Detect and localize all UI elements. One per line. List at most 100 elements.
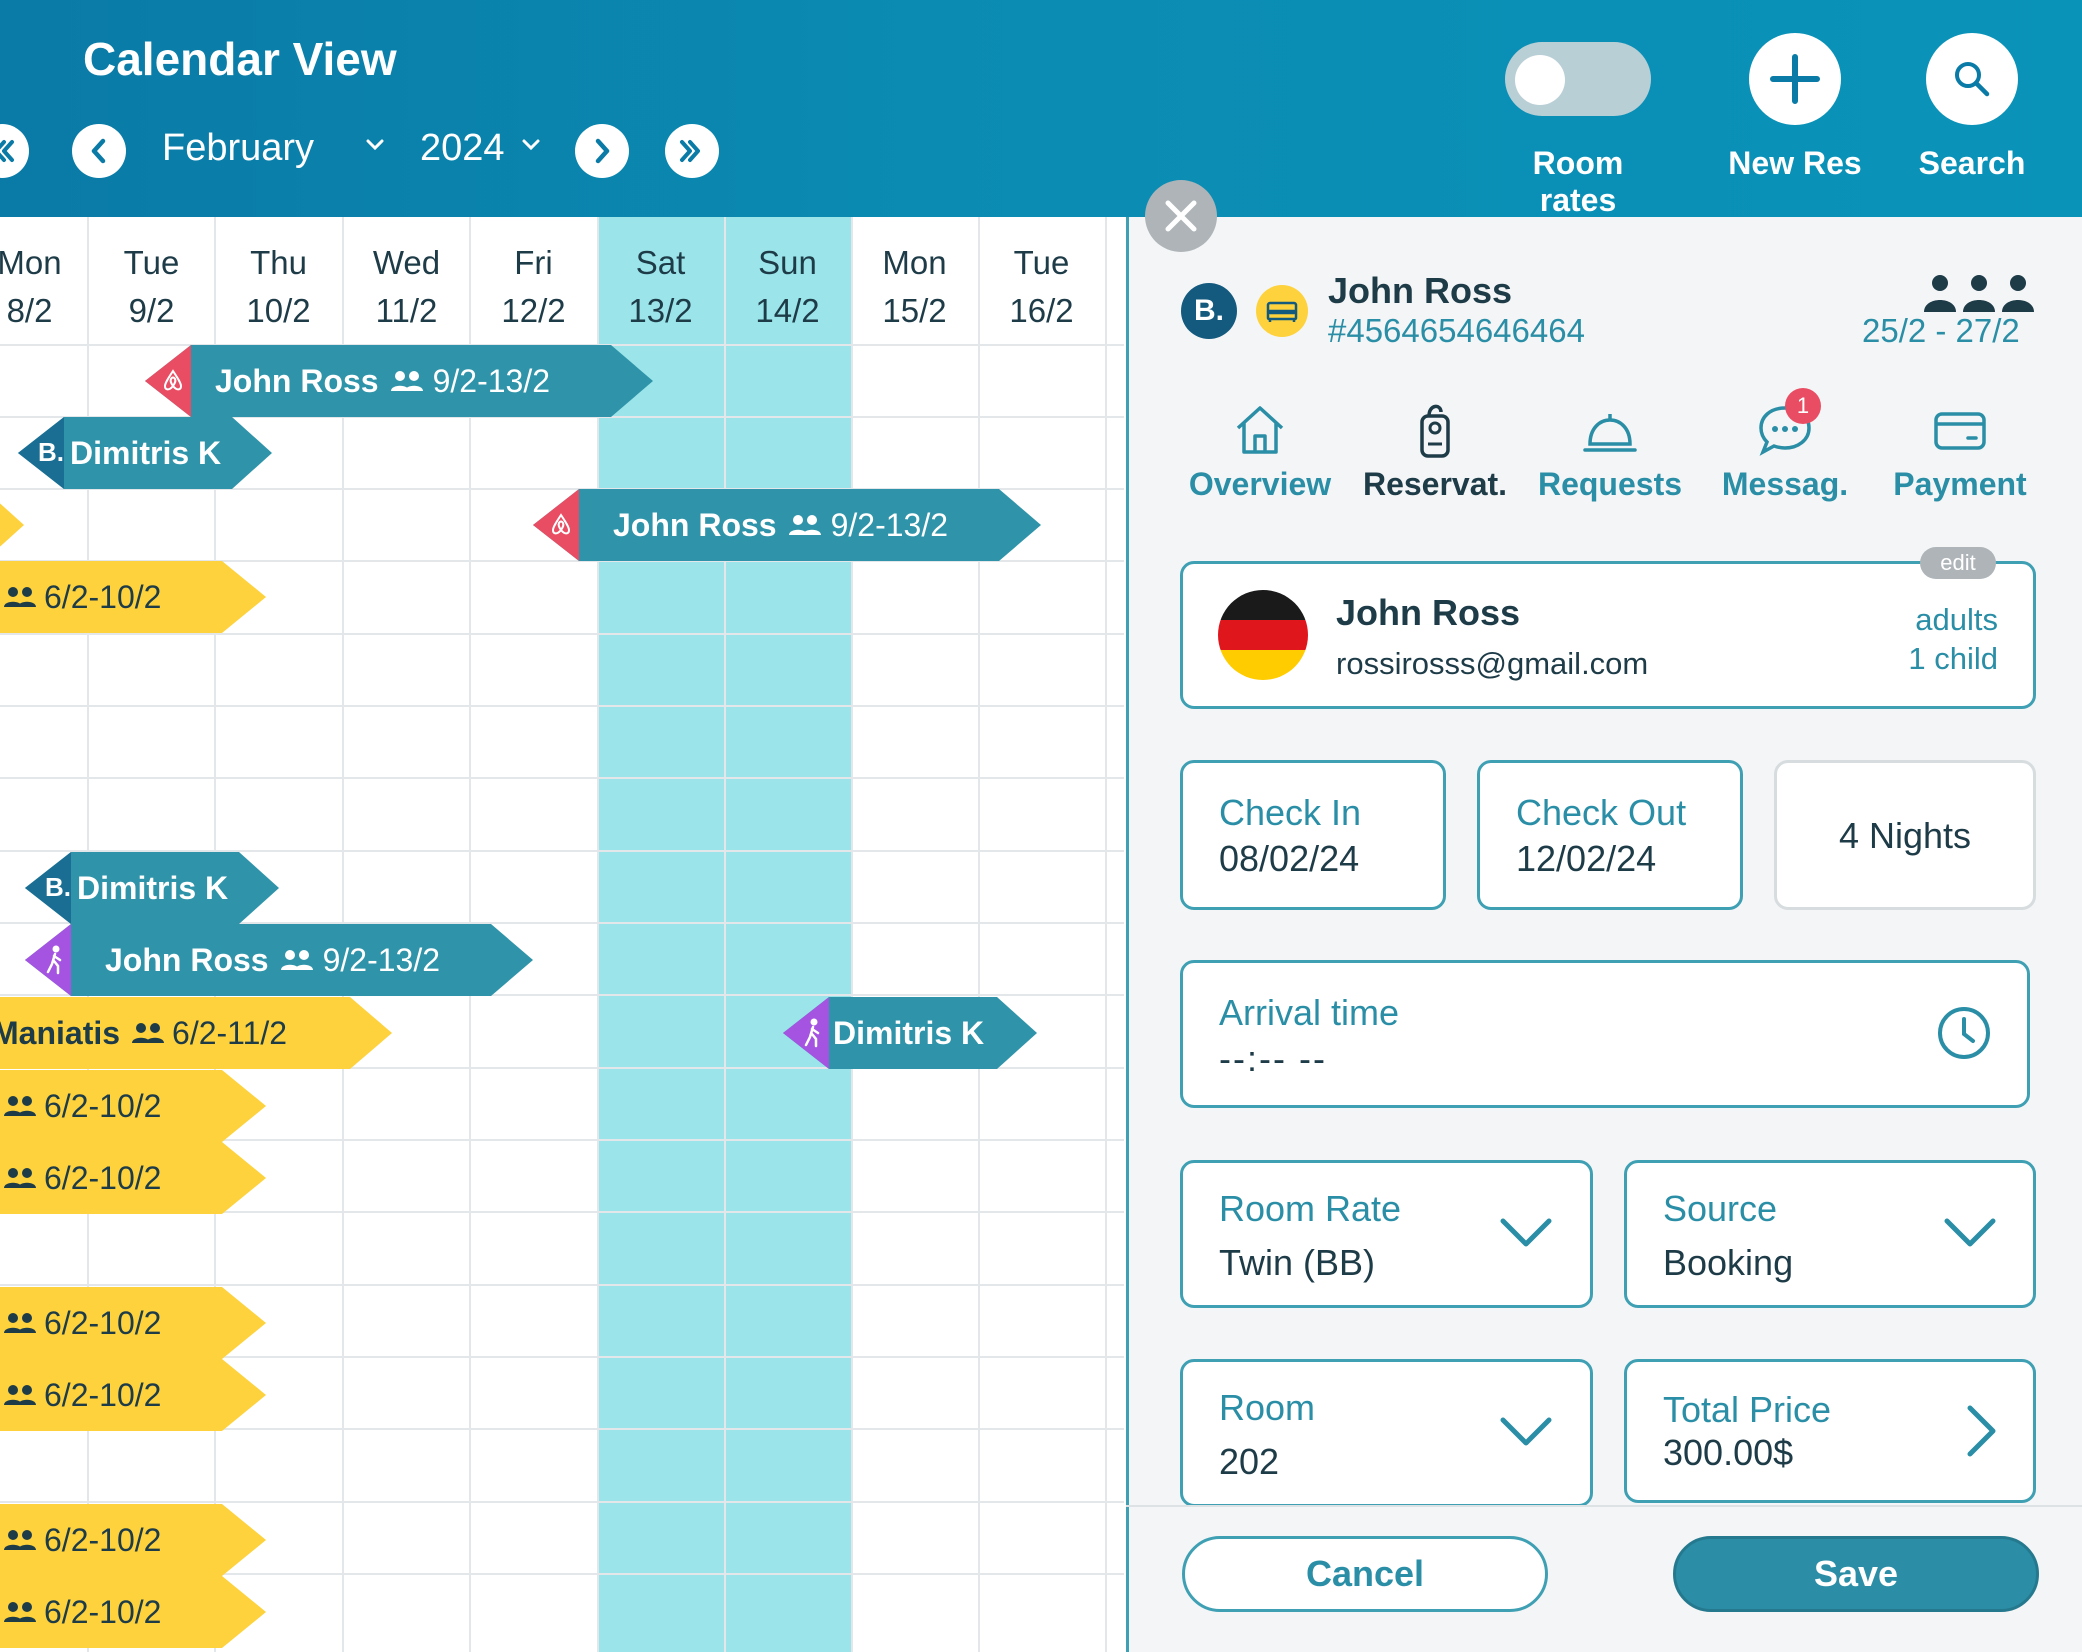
search-icon (1955, 62, 1990, 97)
cancel-button[interactable]: Cancel (1182, 1536, 1548, 1612)
unread-messages-badge: 1 (1785, 388, 1821, 424)
page-title: Calendar View (83, 33, 397, 85)
booking-bar[interactable]: 6/2-10/2 (0, 1142, 266, 1214)
last-month-button[interactable] (665, 124, 719, 178)
home-icon (1236, 406, 1284, 454)
walk-in-icon (46, 945, 62, 975)
booking-guest: John Ross (215, 362, 379, 399)
room-rates-toggle[interactable] (1505, 42, 1651, 116)
check-in-value: 08/02/24 (1219, 838, 1360, 879)
booking-bar[interactable]: Maniatis 6/2-11/2 (0, 997, 392, 1069)
booking-guest: Maniatis (0, 1014, 121, 1051)
day-header: Mon 8/2 (0, 244, 62, 329)
booking-bar[interactable]: 6/2-10/2 (0, 1287, 266, 1359)
booking-dates: 6/2-11/2 (172, 1014, 288, 1051)
guest-card[interactable] (1180, 561, 2036, 709)
reservation-id: #4564654646464 (1328, 312, 1585, 349)
close-panel-button[interactable] (1145, 180, 1217, 252)
booking-bar[interactable]: 6/2-10/2 (0, 1359, 266, 1431)
month-select[interactable]: February (162, 127, 315, 169)
booking-com-icon: B. (38, 437, 64, 467)
tab-overview[interactable]: Overview (1180, 400, 1340, 503)
total-price-field[interactable] (1624, 1359, 2036, 1503)
day-header: Sun 14/2 (755, 244, 820, 329)
booking-dates: 9/2-13/2 (432, 362, 550, 399)
airbnb-icon (163, 369, 183, 391)
booking-bar[interactable]: 6/2-10/2 (0, 1070, 266, 1142)
calendar-grid: Mon 8/2 Tue 9/2 Thu 10/2 Wed 11/2 Fri 12/2 Sa… (0, 217, 1124, 1652)
panel-footer-divider (1126, 1505, 2082, 1507)
guests-icon (132, 1023, 165, 1043)
walk-in-icon (804, 1018, 820, 1048)
booking-guest: John Ross (105, 941, 269, 978)
day-header: Thu 10/2 (246, 244, 311, 329)
door-hanger-icon (1420, 404, 1450, 458)
booking-dates: 9/2-13/2 (322, 941, 440, 978)
toggle-knob (1515, 55, 1565, 105)
day-header: Sat 13/2 (628, 244, 693, 329)
edit-guest-button[interactable]: edit (1920, 547, 1996, 579)
chat-bubble-icon (1759, 406, 1811, 456)
tab-requests[interactable]: Requests (1530, 400, 1690, 503)
check-out-value: 12/02/24 (1516, 838, 1657, 879)
arrival-time-field[interactable] (1180, 960, 2030, 1108)
booking-bar[interactable]: B. Dimitris K (18, 417, 272, 489)
airbnb-icon (551, 513, 571, 535)
room-rate-value: Twin (BB) (1219, 1242, 1376, 1283)
day-header: Mon 15/2 (882, 244, 947, 329)
first-month-button[interactable] (0, 124, 29, 178)
prev-month-button[interactable] (72, 124, 126, 178)
room-value: 202 (1219, 1441, 1280, 1482)
tab-messages[interactable]: Messag. (1705, 400, 1865, 503)
arrival-time-value: --:-- -- (1219, 1038, 1327, 1079)
chevron-down-icon (1944, 1218, 1996, 1247)
booking-dates: 6/2-10/2 (44, 1304, 162, 1341)
booking-bar[interactable]: John Ross 9/2-13/2 (25, 924, 533, 996)
tab-reservation[interactable]: Reservat. (1355, 400, 1515, 503)
source-select[interactable] (1624, 1160, 2036, 1308)
year-select[interactable]: 2024 (420, 127, 505, 169)
guests-icon (4, 1385, 36, 1405)
booking-dates: 6/2-10/2 (44, 1521, 162, 1558)
arrival-time-label: Arrival time (1219, 992, 1400, 1033)
booking-guest: Dimitris K (77, 869, 229, 906)
chevron-down-icon[interactable] (520, 134, 542, 156)
booking-dates: 6/2-10/2 (44, 578, 162, 615)
guests-icon (280, 950, 313, 970)
booking-bar[interactable]: 6/2-10/2 (0, 561, 266, 633)
check-in-field[interactable] (1180, 760, 1446, 910)
search-label: Search (1918, 145, 2026, 181)
next-month-button[interactable] (575, 124, 629, 178)
booking-bar[interactable]: Dimitris K (783, 997, 1037, 1069)
chevron-down-icon[interactable] (364, 134, 386, 156)
booking-dates: 6/2-10/2 (44, 1087, 162, 1124)
guest-name: John Ross (1328, 270, 1513, 311)
booking-dates: 9/2-13/2 (830, 506, 948, 543)
source-label: Source (1663, 1188, 1778, 1229)
chevron-left-icon (91, 138, 106, 164)
booking-bar[interactable]: 6/2-10/2 (0, 1576, 266, 1648)
guests-icon (788, 515, 821, 535)
clock-icon[interactable] (1935, 1004, 1993, 1062)
booking-bar[interactable]: 6/2-10/2 (0, 1504, 266, 1576)
booking-guest: Dimitris K (70, 434, 222, 471)
plus-icon (1770, 54, 1820, 104)
booking-bar[interactable]: B. Dimitris K (25, 852, 279, 924)
search-button[interactable] (1926, 33, 2018, 125)
booking-bar[interactable] (0, 489, 24, 561)
booking-bar[interactable]: John Ross 9/2-13/2 (145, 345, 653, 417)
double-chevron-right-icon (680, 140, 700, 162)
new-res-button[interactable] (1749, 33, 1841, 125)
day-header: Fri 12/2 (501, 244, 566, 329)
save-button[interactable]: Save (1673, 1536, 2039, 1612)
room-rate-label: Room Rate (1219, 1188, 1402, 1229)
check-out-field[interactable] (1477, 760, 1743, 910)
adults-count: adults (1915, 602, 1998, 637)
day-header: Tue 16/2 (1009, 244, 1074, 329)
room-rate-select[interactable] (1180, 1160, 1593, 1308)
guests-icon (4, 1602, 36, 1622)
tab-payment[interactable]: Payment (1880, 400, 2040, 503)
nights-value: 4 Nights (1838, 815, 1972, 856)
booking-bar[interactable]: John Ross 9/2-13/2 (533, 489, 1041, 561)
total-price-label: Total Price (1663, 1389, 1832, 1430)
